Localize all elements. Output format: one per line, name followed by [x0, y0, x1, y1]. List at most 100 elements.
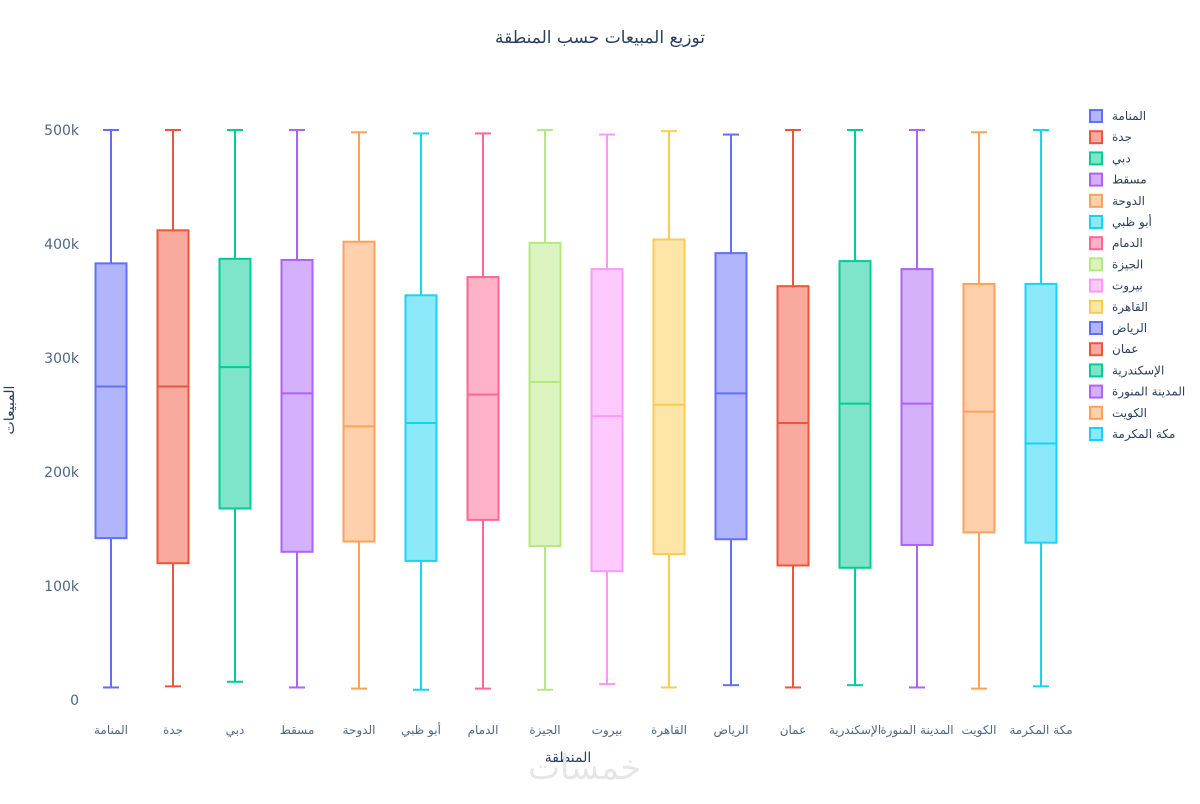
- x-tick-label: المنامة: [94, 723, 128, 737]
- legend-label: جدة: [1112, 130, 1132, 144]
- y-tick-label: 300k: [44, 351, 80, 367]
- x-tick-label: عمان: [780, 723, 807, 737]
- y-axis: 0 100k 200k 300k 400k 500k: [44, 123, 80, 709]
- legend-swatch: [1089, 236, 1103, 251]
- legend-label: أبو ظبي: [1112, 214, 1152, 230]
- legend-label: المنامة: [1112, 109, 1146, 123]
- x-tick-label: الدمام: [468, 723, 499, 737]
- legend-swatch: [1089, 405, 1103, 420]
- legend-item-16[interactable]: مكة المكرمة: [1089, 427, 1175, 442]
- legend-label: دبي: [1112, 151, 1131, 165]
- box-plot-4[interactable]: [280, 129, 314, 689]
- x-tick-label: الجيزة: [529, 723, 560, 738]
- box-plot-12[interactable]: [776, 129, 810, 689]
- box-plot-13[interactable]: [838, 129, 872, 687]
- box-plot-10[interactable]: [652, 130, 686, 689]
- iqr-box: [962, 282, 996, 534]
- iqr-box: [94, 262, 128, 540]
- legend-item-4[interactable]: مسقط: [1089, 172, 1147, 187]
- chart-title: توزيع المبيعات حسب المنطقة: [495, 28, 705, 48]
- legend-label: مكة المكرمة: [1112, 427, 1175, 442]
- iqr-box: [900, 268, 934, 546]
- y-axis-title: المبيعات: [2, 386, 18, 435]
- legend-swatch: [1089, 363, 1103, 378]
- legend-swatch: [1089, 172, 1103, 187]
- legend-item-1[interactable]: المنامة: [1089, 109, 1146, 123]
- legend-label: مسقط: [1112, 173, 1147, 187]
- iqr-box: [714, 252, 748, 541]
- x-tick-label: الإسكندرية: [829, 723, 881, 738]
- iqr-box: [776, 285, 810, 567]
- box-plot-7[interactable]: [466, 132, 500, 690]
- legend: المنامة جدة دبي مسقط الدوحة أبو ظبي الدمام الجي…: [1089, 109, 1185, 442]
- x-tick-label: الدوحة: [343, 723, 376, 738]
- box-plot-11[interactable]: [714, 133, 748, 687]
- box-plot-8[interactable]: [528, 129, 562, 691]
- x-tick-label: بيروت: [592, 723, 623, 738]
- legend-swatch: [1089, 427, 1103, 441]
- x-tick-label: المدينة المنورة: [880, 723, 953, 738]
- legend-item-11[interactable]: الرياض: [1089, 321, 1147, 336]
- box-plot-15[interactable]: [962, 131, 996, 690]
- y-tick-label: 100k: [44, 579, 80, 595]
- iqr-box: [528, 241, 562, 548]
- box-plot-9[interactable]: [590, 133, 624, 686]
- y-tick-label: 0: [70, 693, 79, 709]
- iqr-box: [1024, 282, 1058, 544]
- y-tick-label: 500k: [44, 123, 80, 139]
- box-plot-3[interactable]: [218, 129, 252, 683]
- legend-item-14[interactable]: المدينة المنورة: [1089, 384, 1185, 400]
- legend-label: القاهرة: [1112, 300, 1148, 315]
- x-tick-label: مسقط: [280, 723, 315, 737]
- x-tick-label: القاهرة: [651, 723, 687, 738]
- legend-label: الكويت: [1112, 406, 1147, 421]
- iqr-box: [652, 238, 686, 556]
- legend-item-12[interactable]: عمان: [1089, 342, 1139, 357]
- x-tick-label: جدة: [163, 723, 183, 737]
- x-tick-label: الرياض: [713, 723, 748, 738]
- legend-label: المدينة المنورة: [1112, 385, 1185, 400]
- iqr-box: [156, 229, 190, 565]
- legend-item-7[interactable]: الدمام: [1089, 236, 1143, 251]
- iqr-box: [466, 276, 500, 521]
- legend-swatch: [1089, 215, 1103, 229]
- box-plot-14[interactable]: [900, 129, 934, 689]
- legend-item-15[interactable]: الكويت: [1089, 405, 1147, 421]
- legend-swatch: [1089, 109, 1103, 123]
- legend-item-8[interactable]: الجيزة: [1089, 257, 1143, 272]
- y-tick-label: 200k: [44, 465, 80, 481]
- x-tick-label: دبي: [226, 723, 245, 737]
- legend-swatch: [1089, 299, 1103, 314]
- legend-swatch: [1089, 257, 1103, 272]
- legend-item-10[interactable]: القاهرة: [1089, 299, 1148, 315]
- legend-label: الدمام: [1112, 236, 1143, 250]
- legend-swatch: [1089, 193, 1103, 208]
- legend-item-3[interactable]: دبي: [1089, 151, 1131, 166]
- box-plot-2[interactable]: [156, 129, 190, 688]
- iqr-box: [280, 258, 314, 553]
- box-plot-5[interactable]: [342, 131, 376, 690]
- x-axis: المنامة جدة دبي مسقط الدوحة أبو ظبي الدمام الجي…: [94, 722, 1073, 738]
- y-tick-label: 400k: [44, 237, 80, 253]
- box-series-group: [94, 129, 1058, 691]
- box-plot-6[interactable]: [404, 132, 438, 691]
- iqr-box: [838, 260, 872, 569]
- legend-swatch: [1089, 130, 1103, 145]
- legend-swatch: [1089, 321, 1103, 335]
- x-tick-label: أبو ظبي: [401, 722, 441, 738]
- legend-label: الدوحة: [1112, 194, 1145, 209]
- box-plot-16[interactable]: [1024, 129, 1058, 688]
- legend-item-2[interactable]: جدة: [1089, 130, 1132, 145]
- legend-label: عمان: [1112, 342, 1139, 356]
- legend-swatch: [1089, 384, 1103, 399]
- legend-label: بيروت: [1112, 279, 1143, 294]
- legend-item-13[interactable]: الإسكندرية: [1089, 363, 1164, 378]
- legend-swatch: [1089, 278, 1103, 293]
- legend-label: الجيزة: [1112, 257, 1143, 272]
- legend-item-5[interactable]: الدوحة: [1089, 193, 1145, 209]
- x-axis-title: المنطقة: [545, 750, 592, 766]
- box-plot-1[interactable]: [94, 129, 128, 689]
- legend-item-9[interactable]: بيروت: [1089, 278, 1143, 294]
- legend-item-6[interactable]: أبو ظبي: [1089, 214, 1152, 230]
